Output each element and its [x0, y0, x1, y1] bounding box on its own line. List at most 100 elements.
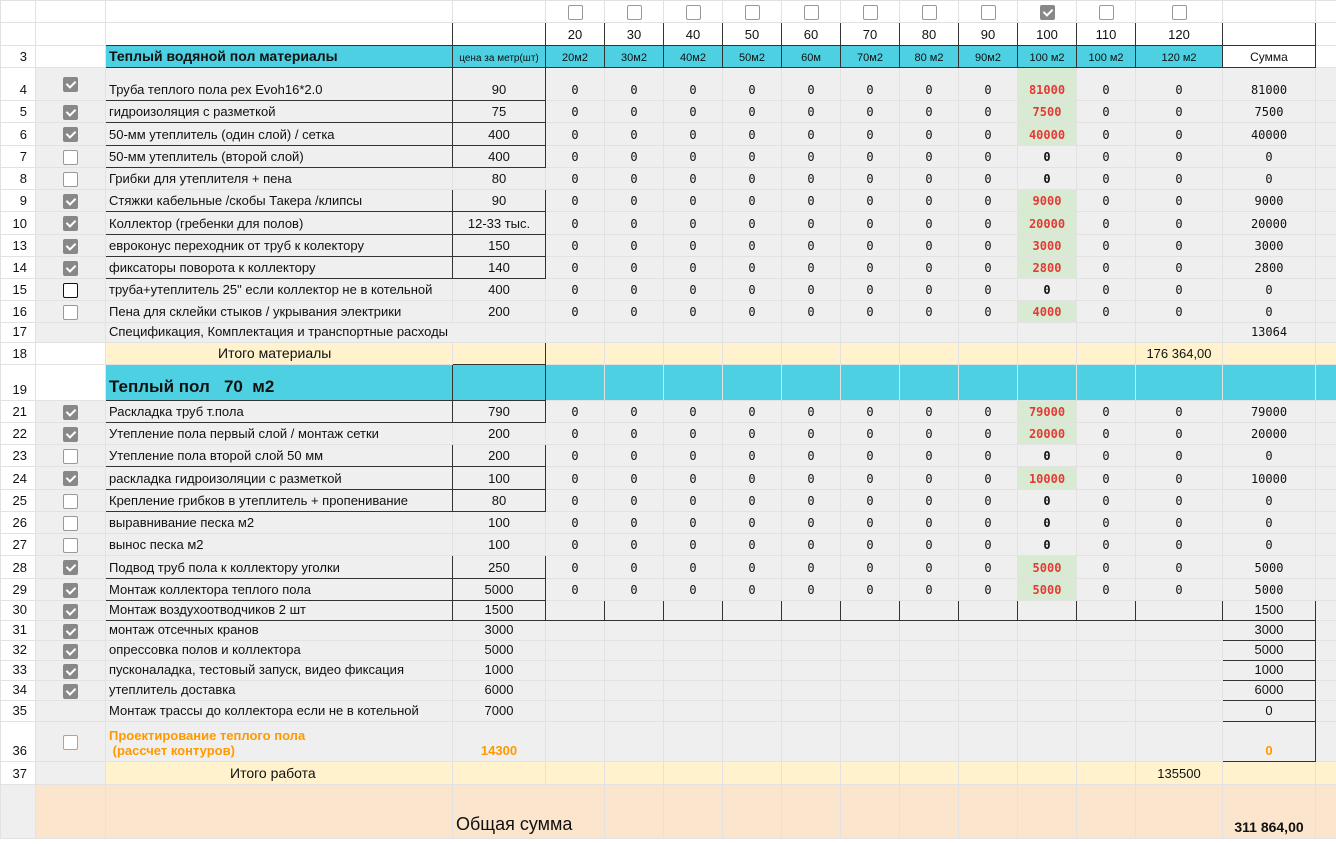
- row-sum: 5000: [1222, 640, 1316, 661]
- item-price: 12-33 тыс.: [452, 211, 546, 235]
- item-price: 7000: [452, 700, 546, 722]
- cell: [722, 700, 782, 722]
- checkbox-checked[interactable]: [63, 603, 78, 619]
- item-price: 3000: [452, 620, 546, 641]
- checkbox-unchecked[interactable]: [626, 4, 642, 20]
- area-value: 0: [722, 211, 782, 235]
- checkbox-unchecked[interactable]: [63, 448, 78, 464]
- area-value: 0: [545, 278, 605, 301]
- checkbox-unchecked[interactable]: [63, 171, 78, 187]
- area-value: 0: [1135, 211, 1223, 235]
- row-number: 7: [0, 145, 36, 168]
- checkbox-unchecked[interactable]: [1098, 4, 1114, 20]
- checkbox-checked[interactable]: [1039, 4, 1055, 20]
- cell: [1315, 660, 1336, 681]
- row-number: 22: [0, 422, 36, 445]
- area-value: 0: [840, 511, 900, 534]
- cell: [604, 680, 664, 701]
- checkbox-checked[interactable]: [63, 127, 78, 143]
- checkbox-unchecked[interactable]: [63, 304, 78, 320]
- area-value-100: 79000: [1017, 400, 1077, 423]
- cell: [1135, 700, 1223, 722]
- checkbox-unchecked[interactable]: [63, 537, 78, 553]
- checkbox-checked[interactable]: [63, 104, 78, 120]
- checkbox-checked[interactable]: [63, 582, 78, 598]
- area-value: 0: [1076, 167, 1136, 190]
- area-value: 0: [604, 145, 664, 168]
- cell: [545, 640, 605, 661]
- checkbox-unchecked[interactable]: [980, 4, 996, 20]
- area-number: 60: [781, 22, 841, 46]
- checkbox-unchecked[interactable]: [63, 515, 78, 531]
- area-value-100: 10000: [1017, 466, 1077, 490]
- cell: [958, 680, 1018, 701]
- checkbox-checked[interactable]: [63, 426, 78, 442]
- checkbox-checked[interactable]: [63, 77, 78, 93]
- area-value: 0: [663, 400, 723, 423]
- checkbox-checked[interactable]: [63, 560, 78, 576]
- area-value: 0: [958, 489, 1018, 512]
- cell: [1315, 680, 1336, 701]
- cell: [1315, 400, 1336, 423]
- cell: [1315, 278, 1336, 301]
- checkbox-checked[interactable]: [63, 623, 78, 639]
- checkbox-unchecked[interactable]: [862, 4, 878, 20]
- checkbox-unchecked[interactable]: [63, 493, 78, 509]
- checkbox-checked[interactable]: [63, 404, 78, 420]
- cell: [105, 22, 453, 46]
- checkbox-unchecked[interactable]: [744, 4, 760, 20]
- area-label: 100 м2: [1076, 45, 1136, 68]
- cell: [1315, 422, 1336, 445]
- checkbox-unchecked[interactable]: [63, 282, 78, 298]
- area-value: 0: [1076, 122, 1136, 146]
- area-value: 0: [722, 189, 782, 212]
- cell: [722, 364, 782, 401]
- cell: [722, 342, 782, 365]
- cell: [722, 680, 782, 701]
- checkbox-checked[interactable]: [63, 643, 78, 659]
- checkbox-checked[interactable]: [63, 260, 78, 276]
- table-row: 23 Утепление пола второй слой 50 мм 200 0 0 0…: [0, 444, 1336, 467]
- table-row: 4 Труба теплого пола pex Evoh16*2.0 90 0 0 0 0…: [0, 67, 1336, 101]
- row-number: 4: [0, 67, 36, 101]
- table-row: 16 Пена для склейки стыков / укрывания эл…: [0, 300, 1336, 323]
- area-select-cell: [781, 0, 841, 23]
- checkbox-unchecked[interactable]: [63, 149, 78, 165]
- checkbox-checked[interactable]: [63, 471, 78, 487]
- checkbox-checked[interactable]: [63, 216, 78, 232]
- item-price: 5000: [452, 640, 546, 661]
- checkbox-unchecked[interactable]: [63, 734, 78, 750]
- cell: [545, 660, 605, 681]
- area-value: 0: [899, 145, 959, 168]
- area-value: 0: [781, 578, 841, 601]
- area-value: 0: [545, 422, 605, 445]
- item-name: утеплитель доставка: [105, 680, 453, 701]
- checkbox-unchecked[interactable]: [921, 4, 937, 20]
- area-select-cell: [1135, 0, 1223, 23]
- cell: [899, 761, 959, 785]
- area-value: 0: [899, 211, 959, 235]
- area-value: 0: [663, 444, 723, 467]
- cell: [604, 600, 664, 621]
- checkbox-checked[interactable]: [63, 238, 78, 254]
- checkbox-unchecked[interactable]: [803, 4, 819, 20]
- checkbox-checked[interactable]: [63, 663, 78, 679]
- checkbox-unchecked[interactable]: [685, 4, 701, 20]
- checkbox-unchecked[interactable]: [1171, 4, 1187, 20]
- area-value-100: 0: [1017, 278, 1077, 301]
- row-checkbox-cell: [35, 721, 106, 762]
- area-value: 0: [958, 466, 1018, 490]
- area-value: 0: [781, 300, 841, 323]
- row-checkbox-cell: [35, 278, 106, 301]
- cell: [1076, 640, 1136, 661]
- cell: [781, 600, 841, 621]
- row-number: 16: [0, 300, 36, 323]
- area-value-100: 9000: [1017, 189, 1077, 212]
- area-value: 0: [604, 234, 664, 257]
- row-sum: 0: [1222, 300, 1316, 323]
- checkbox-checked[interactable]: [63, 193, 78, 209]
- checkbox-checked[interactable]: [63, 683, 78, 699]
- checkbox-unchecked[interactable]: [567, 4, 583, 20]
- table-row: 14 фиксаторы поворота к коллектору 140 0 0 0 0…: [0, 256, 1336, 279]
